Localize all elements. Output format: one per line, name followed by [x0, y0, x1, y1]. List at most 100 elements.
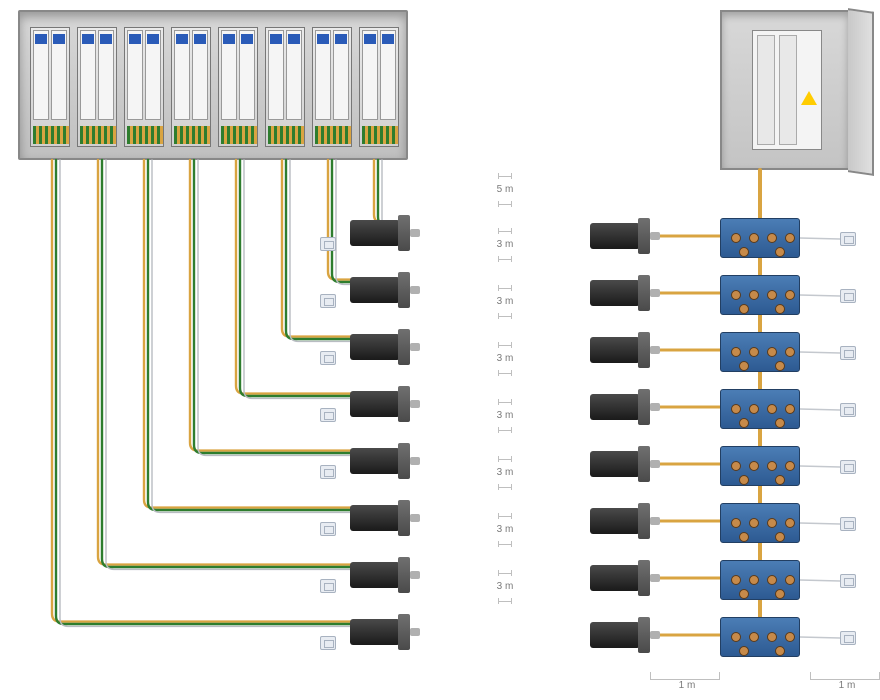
dist-label-5: 3 m — [490, 467, 520, 478]
port-7-3 — [785, 575, 795, 585]
right-io-icon-6 — [840, 517, 856, 531]
drive-module-5 — [720, 446, 800, 486]
port-2-0 — [731, 290, 741, 300]
left-motor-7 — [350, 557, 420, 593]
port-3-3 — [785, 347, 795, 357]
port-3-0 — [731, 347, 741, 357]
warning-icon — [801, 91, 817, 105]
port-3-4 — [739, 361, 749, 371]
dist-tick-top-2 — [498, 288, 512, 289]
left-motor-1 — [350, 215, 420, 251]
port-4-1 — [749, 404, 759, 414]
right-motor-3 — [590, 332, 660, 368]
port-5-1 — [749, 461, 759, 471]
drive-2 — [77, 27, 117, 147]
drive-module-6 — [720, 503, 800, 543]
right-io-icon-3 — [840, 346, 856, 360]
left-io-icon-2 — [320, 294, 336, 308]
left-io-icon-3 — [320, 351, 336, 365]
port-8-1 — [749, 632, 759, 642]
drive-1 — [30, 27, 70, 147]
right-io-icon-4 — [840, 403, 856, 417]
cabinet-door — [848, 8, 874, 176]
port-6-3 — [785, 518, 795, 528]
port-4-4 — [739, 418, 749, 428]
dist-tick-bot-3 — [498, 373, 512, 374]
port-1-4 — [739, 247, 749, 257]
left-io-icon-6 — [320, 522, 336, 536]
dist-tick-top-7 — [498, 573, 512, 574]
right-io-icon-7 — [840, 574, 856, 588]
left-io-icon-8 — [320, 636, 336, 650]
dist-label-2: 3 m — [490, 296, 520, 307]
dist-tick-top-6 — [498, 516, 512, 517]
right-io-icon-5 — [840, 460, 856, 474]
cabinet-left — [18, 10, 408, 160]
dist-tick-top-1 — [498, 231, 512, 232]
port-3-5 — [775, 361, 785, 371]
port-6-1 — [749, 518, 759, 528]
bottom-bracket-0 — [650, 672, 720, 680]
port-7-0 — [731, 575, 741, 585]
left-io-icon-1 — [320, 237, 336, 251]
dist-label-6: 3 m — [490, 524, 520, 535]
dist-label-3: 3 m — [490, 353, 520, 364]
drive-module-8 — [720, 617, 800, 657]
right-motor-2 — [590, 275, 660, 311]
cabinet-right — [720, 10, 850, 170]
right-motor-5 — [590, 446, 660, 482]
left-motor-2 — [350, 272, 420, 308]
left-motor-5 — [350, 443, 420, 479]
port-8-4 — [739, 646, 749, 656]
left-motor-3 — [350, 329, 420, 365]
right-motor-6 — [590, 503, 660, 539]
port-8-2 — [767, 632, 777, 642]
drive-module-4 — [720, 389, 800, 429]
drive-module-3 — [720, 332, 800, 372]
port-4-0 — [731, 404, 741, 414]
port-2-3 — [785, 290, 795, 300]
port-1-0 — [731, 233, 741, 243]
right-motor-7 — [590, 560, 660, 596]
left-motor-4 — [350, 386, 420, 422]
drive-module-1 — [720, 218, 800, 258]
port-6-0 — [731, 518, 741, 528]
port-4-5 — [775, 418, 785, 428]
port-8-0 — [731, 632, 741, 642]
port-2-2 — [767, 290, 777, 300]
port-6-4 — [739, 532, 749, 542]
left-io-icon-7 — [320, 579, 336, 593]
left-io-icon-5 — [320, 465, 336, 479]
port-5-0 — [731, 461, 741, 471]
port-2-4 — [739, 304, 749, 314]
dist-tick-top-5 — [498, 459, 512, 460]
port-2-5 — [775, 304, 785, 314]
port-2-1 — [749, 290, 759, 300]
right-io-icon-8 — [840, 631, 856, 645]
right-io-icon-1 — [840, 232, 856, 246]
dist-tick-bot-2 — [498, 316, 512, 317]
bottom-dist-0: 1 m — [672, 680, 702, 691]
controller — [752, 30, 822, 150]
dist-tick-bot-5 — [498, 487, 512, 488]
port-1-1 — [749, 233, 759, 243]
dist-label-0: 5 m — [490, 184, 520, 195]
drive-module-7 — [720, 560, 800, 600]
right-io-icon-2 — [840, 289, 856, 303]
port-5-4 — [739, 475, 749, 485]
right-motor-8 — [590, 617, 660, 653]
left-io-icon-4 — [320, 408, 336, 422]
drive-module-2 — [720, 275, 800, 315]
drive-8 — [359, 27, 399, 147]
port-8-5 — [775, 646, 785, 656]
left-motor-8 — [350, 614, 420, 650]
left-motor-6 — [350, 500, 420, 536]
port-4-3 — [785, 404, 795, 414]
port-6-5 — [775, 532, 785, 542]
port-1-5 — [775, 247, 785, 257]
dist-tick-top-3 — [498, 345, 512, 346]
port-7-5 — [775, 589, 785, 599]
dist-tick-bot-6 — [498, 544, 512, 545]
bottom-bracket-1 — [810, 672, 880, 680]
right-motor-4 — [590, 389, 660, 425]
